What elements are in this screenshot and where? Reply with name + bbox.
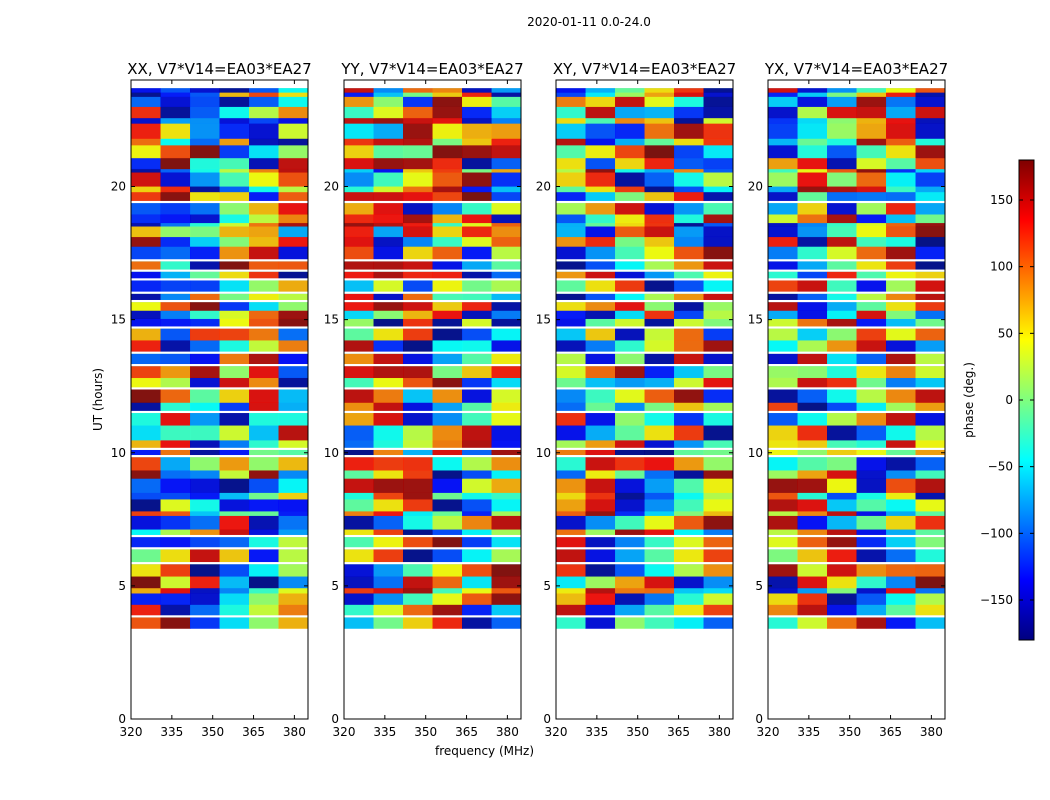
x-tick-label: 350 <box>414 725 437 739</box>
x-tick-label: 335 <box>797 725 820 739</box>
x-tick-label: 335 <box>585 725 608 739</box>
x-tick-label: 365 <box>879 725 902 739</box>
x-tick-label: 320 <box>333 725 356 739</box>
y-tick-label: 10 <box>748 446 763 460</box>
y-tick-label: 0 <box>543 712 551 726</box>
colorbar-tick-label: 150 <box>990 193 1013 207</box>
x-tick-label: 350 <box>838 725 861 739</box>
panels: XX, V7*V14=EA03*EA27 320 335 350 365 380 0 5 10 1… <box>91 60 948 758</box>
x-tick-label: 380 <box>283 725 306 739</box>
y-tick-label: 0 <box>755 712 763 726</box>
panel-1: YY, V7*V14=EA03*EA27 320 335 350 365 380 0 5 10 1… <box>324 60 534 758</box>
panel-2: XY, V7*V14=EA03*EA27 320 335 350 365 380 0 5 10 1… <box>536 60 736 739</box>
y-tick-label: 0 <box>118 712 126 726</box>
y-axis-label: UT (hours) <box>91 368 105 431</box>
y-tick-label: 20 <box>748 180 763 194</box>
x-tick-label: 380 <box>920 725 943 739</box>
axes-frame <box>767 79 946 720</box>
x-tick-label: 320 <box>120 725 143 739</box>
phase-image <box>344 85 522 629</box>
x-tick-label: 335 <box>160 725 183 739</box>
panel-3: YX, V7*V14=EA03*EA27 320 335 350 365 380 0 5 10 1… <box>748 60 948 739</box>
figure-suptitle: 2020-01-11 0.0-24.0 <box>527 15 651 29</box>
y-tick-label: 15 <box>111 313 126 327</box>
panel-0: XX, V7*V14=EA03*EA27 320 335 350 365 380 0 5 10 1… <box>91 60 312 739</box>
y-tick-label: 15 <box>324 313 339 327</box>
x-tick-label: 350 <box>626 725 649 739</box>
colorbar-tick-label: 0 <box>1005 393 1013 407</box>
colorbar-tick-label: −150 <box>980 593 1013 607</box>
x-tick-label: 335 <box>373 725 396 739</box>
phase-image <box>768 85 946 629</box>
colorbar-tick-label: −100 <box>980 526 1013 540</box>
y-tick-label: 20 <box>111 180 126 194</box>
x-tick-label: 380 <box>496 725 519 739</box>
x-tick-label: 350 <box>201 725 224 739</box>
panel-title: YY, V7*V14=EA03*EA27 <box>340 60 523 78</box>
x-tick-label: 365 <box>242 725 265 739</box>
y-tick-label: 15 <box>748 313 763 327</box>
panel-title: XX, V7*V14=EA03*EA27 <box>127 60 311 78</box>
colorbar: −150 −100 −50 0 50 100 150 phase (deg.) <box>962 159 1035 641</box>
y-tick-label: 5 <box>755 579 763 593</box>
axes-frame <box>130 79 309 720</box>
x-axis-label: frequency (MHz) <box>435 744 534 758</box>
phase-image <box>556 85 734 629</box>
panel-title: XY, V7*V14=EA03*EA27 <box>553 60 736 78</box>
colorbar-tick-label: 50 <box>998 326 1013 340</box>
colorbar-tick-label: −50 <box>988 460 1013 474</box>
y-tick-label: 0 <box>331 712 339 726</box>
colorbar-tick-label: 100 <box>990 260 1013 274</box>
axes-frame <box>555 79 734 720</box>
x-tick-label: 365 <box>667 725 690 739</box>
phase-image <box>131 85 309 629</box>
x-tick-label: 320 <box>545 725 568 739</box>
x-tick-label: 365 <box>455 725 478 739</box>
y-tick-label: 10 <box>324 446 339 460</box>
y-tick-label: 5 <box>331 579 339 593</box>
y-tick-label: 20 <box>324 180 339 194</box>
panel-title: YX, V7*V14=EA03*EA27 <box>764 60 948 78</box>
colorbar-label: phase (deg.) <box>962 362 976 438</box>
y-tick-label: 5 <box>543 579 551 593</box>
x-tick-label: 380 <box>708 725 731 739</box>
y-tick-label: 10 <box>536 446 551 460</box>
axes-frame <box>343 79 522 720</box>
y-tick-label: 15 <box>536 313 551 327</box>
y-tick-label: 5 <box>118 579 126 593</box>
y-tick-label: 20 <box>536 180 551 194</box>
y-tick-label: 10 <box>111 446 126 460</box>
x-tick-label: 320 <box>757 725 780 739</box>
